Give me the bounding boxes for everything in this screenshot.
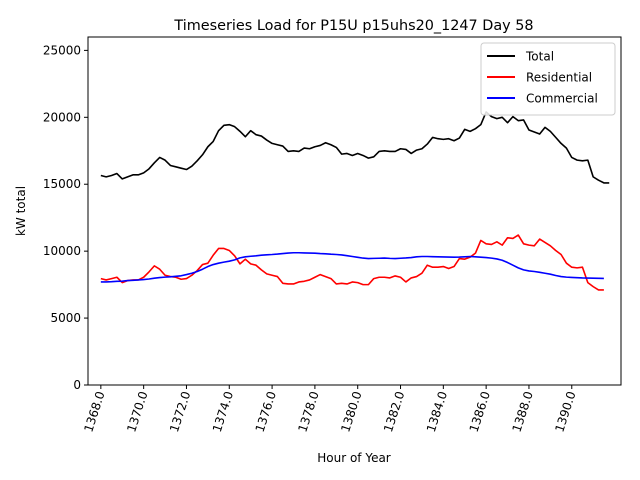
legend: Total Residential Commercial [480,42,616,116]
y-tick-label: 10000 [43,244,81,258]
y-tick-label: 0 [73,378,81,392]
plot-frame [87,36,622,386]
legend-label-total: Total [525,50,554,64]
y-tick-label: 20000 [43,110,81,124]
chart-title: Timeseries Load for P15U p15uhs20_1247 D… [173,18,533,34]
legend-label-commercial: Commercial [526,92,598,106]
y-tick-label: 15000 [43,177,81,191]
x-axis-label: Hour of Year [317,451,391,465]
legend-label-residential: Residential [526,71,592,85]
y-axis-label: kW total [14,186,28,236]
series-line-residential [100,234,604,291]
y-axis: 0 5000 10000 15000 20000 25000 [43,43,88,392]
y-tick-label: 25000 [43,43,81,57]
series-line-total [100,111,610,184]
series-layer [100,111,610,291]
series-line-commercial [100,251,604,283]
y-tick-label: 5000 [50,311,81,325]
